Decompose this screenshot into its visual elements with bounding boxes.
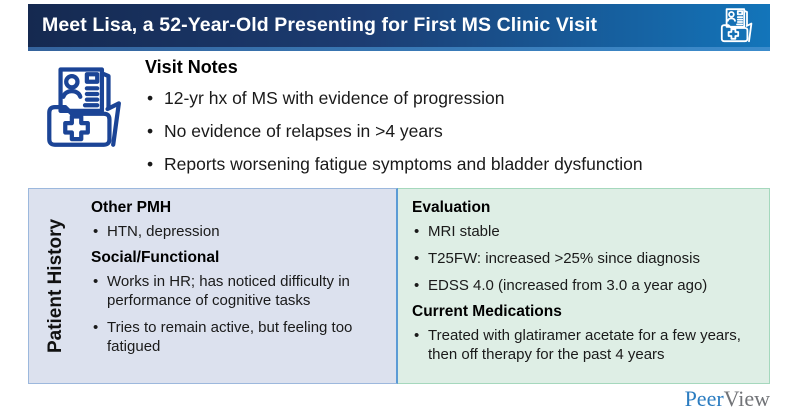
section-heading-social-functional: Social/Functional xyxy=(91,249,220,266)
logo-peer-text: Peer xyxy=(684,386,724,411)
list-item: EDSS 4.0 (increased from 3.0 a year ago) xyxy=(412,276,755,295)
logo-view-text: View xyxy=(723,386,770,411)
peerview-logo: PeerView xyxy=(685,386,770,412)
patient-history-panels: Patient History Other PMH HTN, depressio… xyxy=(28,188,770,384)
list-item: HTN, depression xyxy=(91,222,390,241)
other-pmh-list: HTN, depression xyxy=(91,222,390,241)
list-item: Tries to remain active, but feeling too … xyxy=(91,318,390,356)
title-bar: Meet Lisa, a 52-Year-Old Presenting for … xyxy=(28,4,770,51)
list-item: Treated with glatiramer acetate for a fe… xyxy=(412,326,755,364)
list-item: MRI stable xyxy=(412,222,755,241)
patient-history-left-panel: Patient History Other PMH HTN, depressio… xyxy=(28,188,398,384)
left-panel-content: Other PMH HTN, depression Social/Functio… xyxy=(91,189,396,356)
visit-notes-section: Visit Notes 12-yr hx of MS with evidence… xyxy=(145,57,760,186)
section-heading-current-medications: Current Medications xyxy=(412,303,562,320)
list-item: Works in HR; has noticed difficulty in p… xyxy=(91,272,390,310)
section-heading-evaluation: Evaluation xyxy=(412,199,491,216)
visit-notes-list: 12-yr hx of MS with evidence of progress… xyxy=(145,87,760,175)
medical-records-folder-icon xyxy=(714,6,760,46)
visit-notes-heading: Visit Notes xyxy=(145,57,238,77)
slide-title: Meet Lisa, a 52-Year-Old Presenting for … xyxy=(42,14,598,36)
evaluation-list: MRI stable T25FW: increased >25% since d… xyxy=(412,222,755,295)
patient-history-side-label: Patient History xyxy=(45,218,66,354)
visit-note-item: Reports worsening fatigue symptoms and b… xyxy=(145,153,760,175)
medical-records-folder-icon xyxy=(38,62,132,156)
list-item: T25FW: increased >25% since diagnosis xyxy=(412,249,755,268)
section-heading-other-pmh: Other PMH xyxy=(91,199,172,216)
patient-history-right-panel: Evaluation MRI stable T25FW: increased >… xyxy=(398,188,770,384)
social-functional-list: Works in HR; has noticed difficulty in p… xyxy=(91,272,390,356)
visit-note-item: No evidence of relapses in >4 years xyxy=(145,120,760,142)
visit-note-item: 12-yr hx of MS with evidence of progress… xyxy=(145,87,760,109)
current-medications-list: Treated with glatiramer acetate for a fe… xyxy=(412,326,755,364)
